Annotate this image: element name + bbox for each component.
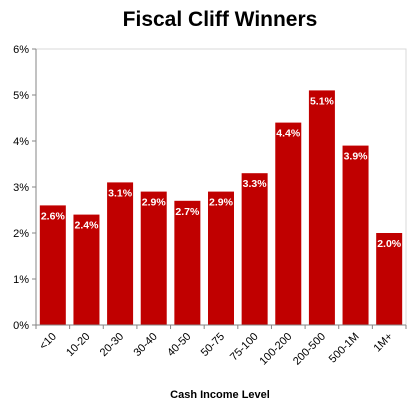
x-axis-label: Cash Income Level bbox=[170, 389, 270, 401]
chart-title: Fiscal Cliff Winners bbox=[123, 8, 318, 31]
x-tick-label: 10-20 bbox=[64, 331, 92, 359]
y-tick-label: 2% bbox=[13, 228, 29, 240]
y-tick-label: 4% bbox=[13, 136, 29, 148]
x-tick-label: 40-50 bbox=[165, 331, 193, 359]
x-tick-label: 1M+ bbox=[371, 331, 395, 355]
x-tick-label: 500-1M bbox=[327, 331, 362, 366]
bar-data-label: 2.4% bbox=[74, 220, 99, 232]
bar-data-label: 5.1% bbox=[310, 95, 335, 107]
y-tick-label: 6% bbox=[13, 44, 29, 56]
y-tick-label: 0% bbox=[13, 320, 29, 332]
bar-data-label: 2.6% bbox=[41, 210, 66, 222]
bar-data-label: 3.3% bbox=[243, 178, 268, 190]
bar-data-label: 3.1% bbox=[108, 187, 133, 199]
bar-data-label: 4.4% bbox=[276, 128, 301, 140]
bar-data-label: 2.7% bbox=[175, 206, 200, 218]
bar bbox=[342, 145, 369, 325]
y-tick-label: 5% bbox=[13, 90, 29, 102]
bar-data-label: 2.0% bbox=[377, 238, 402, 250]
x-tick-label: 30-40 bbox=[131, 331, 159, 359]
bar bbox=[140, 191, 167, 325]
bar bbox=[308, 90, 335, 326]
bar-data-label: 3.9% bbox=[344, 151, 369, 163]
bar bbox=[241, 173, 268, 325]
plot-area: 0% 1% 2% 3% 4% 5% 6% 2.6% 2.4% 3.1% 2.9% 2.7% 2.9% 3.… bbox=[13, 44, 407, 368]
x-tick-label: 20-30 bbox=[98, 331, 126, 359]
bar bbox=[275, 122, 302, 325]
y-tick-label: 1% bbox=[13, 274, 29, 286]
x-tick-label: 75-100 bbox=[228, 331, 261, 364]
bar-data-label: 2.9% bbox=[142, 197, 167, 209]
x-tick-label: 200-500 bbox=[291, 331, 328, 368]
bar bbox=[208, 191, 234, 325]
x-tick-label: 100-200 bbox=[257, 331, 294, 368]
bar-data-label: 2.9% bbox=[209, 197, 234, 209]
bar bbox=[174, 200, 201, 325]
x-tick-label: 50-75 bbox=[199, 331, 227, 359]
bar bbox=[107, 182, 134, 325]
bar bbox=[39, 205, 66, 325]
x-tick-label: <10 bbox=[37, 331, 59, 353]
bar bbox=[376, 233, 403, 325]
bar bbox=[73, 214, 100, 325]
y-tick-label: 3% bbox=[13, 182, 29, 194]
